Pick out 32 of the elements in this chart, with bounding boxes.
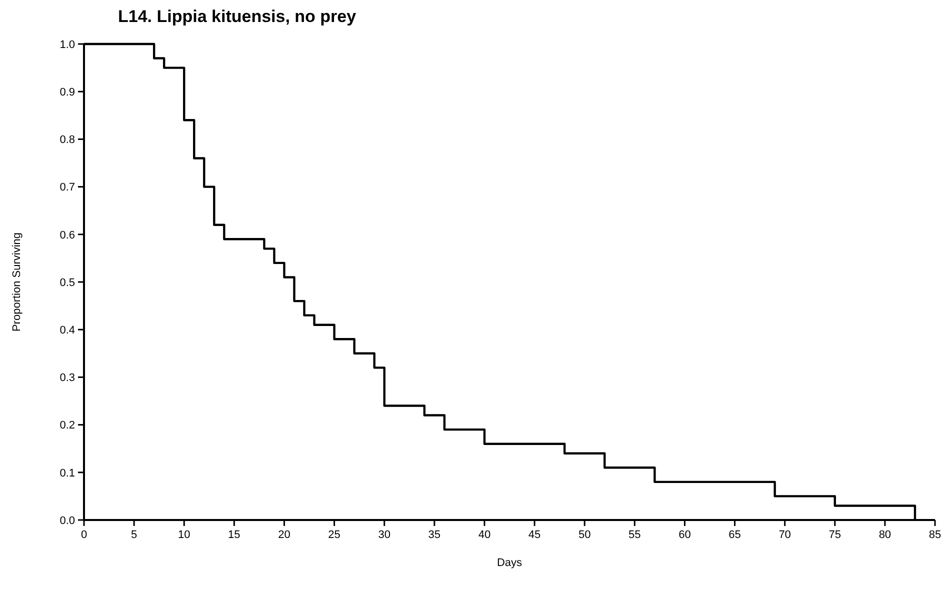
- y-tick-label: 0.0: [60, 514, 75, 527]
- y-tick-label: 1.0: [60, 38, 75, 51]
- x-tick-label: 55: [628, 529, 641, 541]
- x-tick-label: 20: [278, 529, 290, 541]
- x-tick-label: 75: [828, 529, 842, 541]
- x-tick-label: 25: [328, 529, 340, 541]
- y-tick-label: 0.3: [60, 372, 75, 384]
- x-tick-label: 85: [928, 529, 942, 541]
- x-tick-label: 30: [378, 529, 390, 541]
- y-tick-label: 0.8: [60, 134, 75, 146]
- chart-title: L14. Lippia kituensis, no prey: [118, 7, 357, 26]
- x-tick-label: 40: [478, 529, 491, 541]
- x-axis-title: Days: [496, 557, 523, 569]
- y-axis-title: Proportion Surviving: [11, 232, 23, 332]
- x-tick-label: 60: [678, 529, 691, 541]
- y-tick-label: 0.5: [60, 276, 75, 289]
- x-tick-label: 45: [528, 529, 541, 541]
- x-tick-label: 35: [428, 529, 441, 541]
- y-tick-label: 0.1: [60, 467, 75, 480]
- y-tick-label: 0.6: [60, 229, 75, 242]
- x-tick-label: 0: [80, 529, 88, 541]
- y-tick-label: 0.9: [60, 86, 75, 98]
- x-tick-label: 80: [878, 529, 892, 541]
- x-tick-label: 65: [728, 529, 741, 541]
- x-tick-label: 15: [228, 529, 240, 541]
- x-tick-label: 50: [578, 529, 591, 541]
- y-tick-label: 0.2: [60, 420, 75, 432]
- y-tick-label: 0.7: [60, 182, 75, 194]
- y-tick-label: 0.4: [60, 324, 75, 336]
- x-tick-label: 70: [778, 529, 791, 541]
- x-tick-label: 5: [130, 529, 138, 541]
- x-tick-label: 10: [178, 529, 190, 541]
